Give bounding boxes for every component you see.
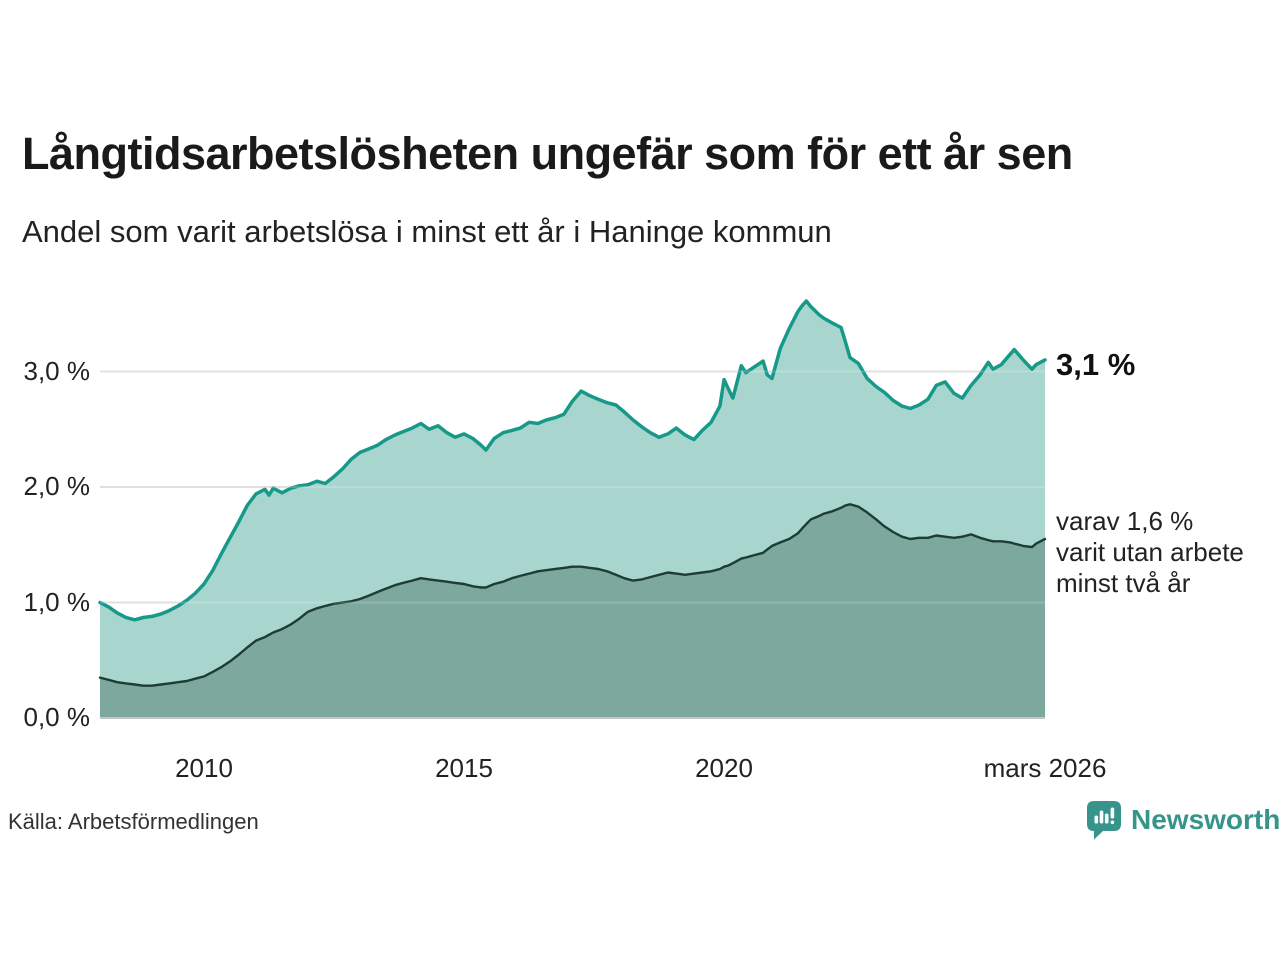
x-tick-label-2010: 2010 — [175, 753, 233, 783]
side-note-line-3: minst två år — [1056, 568, 1191, 598]
y-tick-label-3: 3,0 % — [23, 356, 91, 386]
x-tick-label-2015: 2015 — [435, 753, 493, 783]
series-side-note: varav 1,6 % varit utan arbete minst två … — [1056, 506, 1244, 599]
y-tick-label-1: 1,0 % — [23, 587, 91, 617]
x-tick-label-2020: 2020 — [695, 753, 753, 783]
side-note-line-2: varit utan arbete — [1056, 537, 1244, 567]
line-series-0 — [98, 299, 1047, 622]
newsworthy-bubble-chart-icon — [1087, 801, 1121, 840]
line-series-1 — [98, 503, 1047, 687]
side-note-line-1: varav 1,6 % — [1056, 506, 1194, 536]
y-tick-label-0: 0,0 % — [23, 702, 91, 732]
series-end-value-label: 3,1 % — [1056, 347, 1136, 382]
y-tick-label-2: 2,0 % — [23, 471, 91, 501]
source-credit: Källa: Arbetsförmedlingen — [8, 809, 259, 834]
chart-subtitle: Andel som varit arbetslösa i minst ett å… — [22, 214, 832, 249]
newsworthy-logo: Newsworthy — [1086, 800, 1280, 840]
page-title: Långtidsarbetslösheten ungefär som för e… — [22, 128, 1073, 179]
x-tick-label-mars-2026: mars 2026 — [983, 753, 1107, 783]
area-series-1 — [100, 504, 1045, 718]
newsworthy-wordmark: Newsworthy — [1131, 804, 1280, 835]
